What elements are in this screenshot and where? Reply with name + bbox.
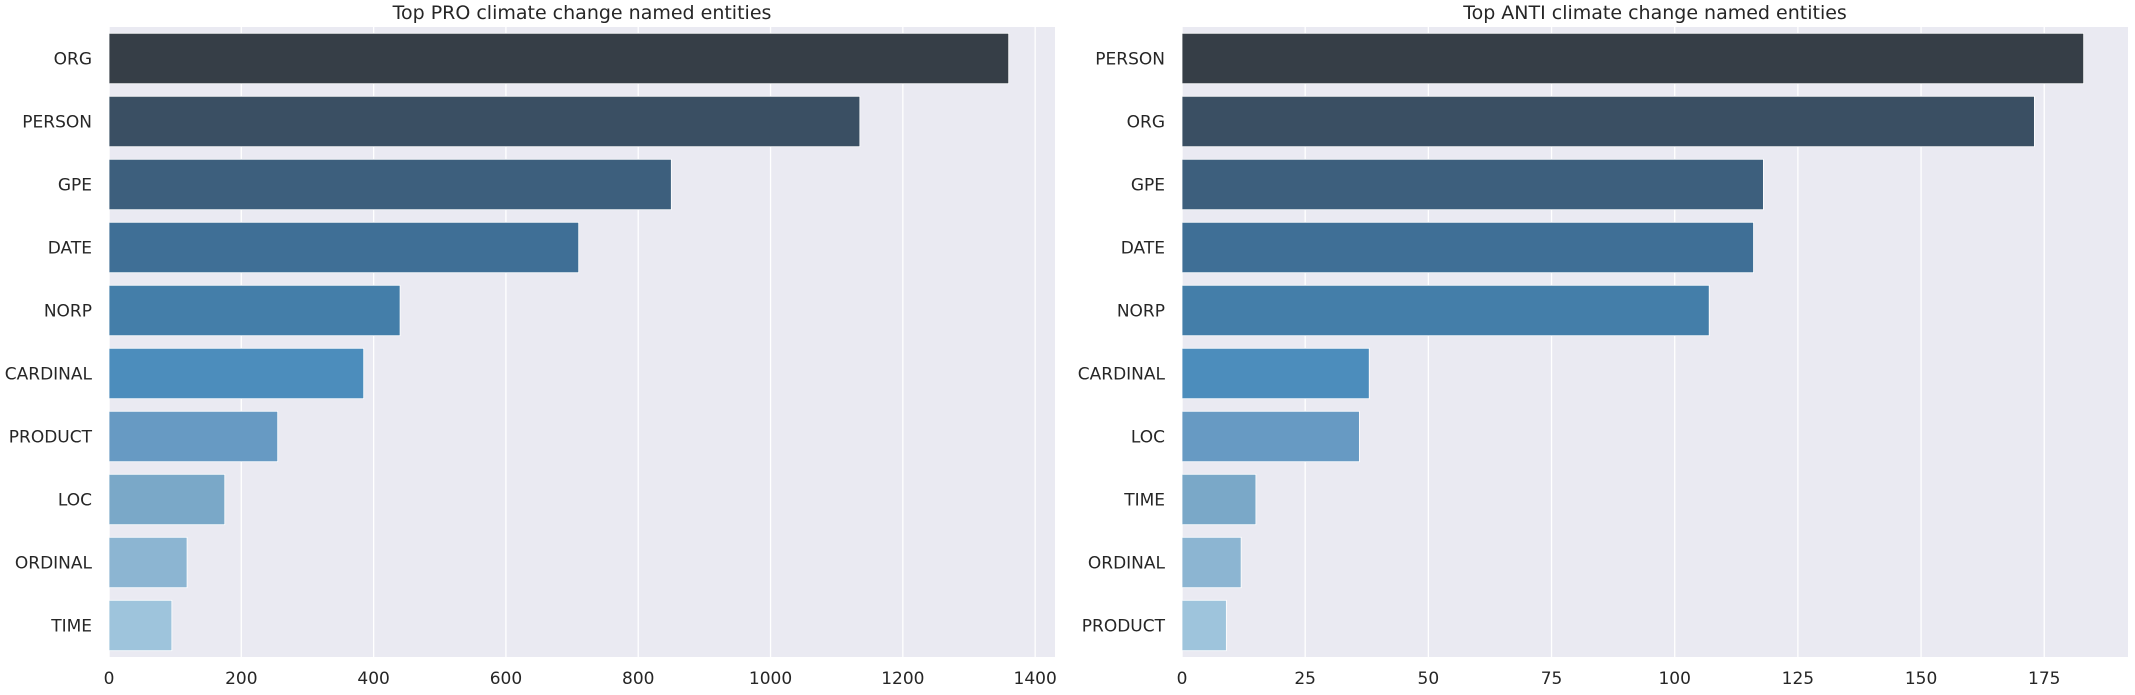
bar-gpe (1181, 158, 1764, 211)
bar-norp (1181, 284, 1710, 337)
y-tick-label: ORDINAL (15, 554, 93, 574)
x-tick-label: 25 (1294, 669, 1316, 689)
x-tick-label: 400 (357, 669, 389, 689)
bar-time (108, 599, 173, 652)
x-tick-label: 50 (1418, 669, 1440, 689)
y-tick-label: ORDINAL (1088, 554, 1166, 574)
bar-date (108, 221, 580, 274)
y-tick-label: DATE (48, 239, 92, 259)
chart-anti-entities: 0 25 50 75 100 125 150 175 PERSON ORG GPE DATE NORP C… (1078, 2, 2128, 689)
x-tick-label: 100 (1658, 669, 1690, 689)
bar-org (1181, 95, 2035, 148)
bar-person (108, 95, 861, 148)
bar-loc (1181, 410, 1360, 463)
x-tick-label: 200 (225, 669, 257, 689)
bar-gpe (108, 158, 672, 211)
y-tick-label: GPE (58, 176, 92, 196)
bar-date (1181, 221, 1754, 274)
y-tick-label: GPE (1131, 176, 1165, 196)
bar-org (108, 32, 1010, 85)
bar-cardinal (1181, 347, 1370, 400)
y-tick-label: LOC (58, 491, 92, 511)
x-tick-label: 0 (104, 669, 115, 689)
x-tick-label: 150 (1905, 669, 1937, 689)
y-tick-label: CARDINAL (1078, 365, 1166, 385)
bar-product (1181, 599, 1227, 652)
x-tick-label: 125 (1782, 669, 1814, 689)
y-tick-label: ORG (54, 50, 92, 70)
chart-title: Top PRO climate change named entities (392, 2, 772, 24)
x-tick-label: 1400 (1014, 669, 1057, 689)
y-tick-label: PRODUCT (9, 428, 93, 448)
bar-ordinal (108, 536, 188, 589)
y-tick-label: TIME (1123, 491, 1165, 511)
bar-person (1181, 32, 2085, 85)
bar-time (1181, 473, 1257, 526)
bar-loc (108, 473, 226, 526)
x-tick-label: 1200 (881, 669, 924, 689)
bar-ordinal (1181, 536, 1242, 589)
bar-cardinal (108, 347, 365, 400)
x-tick-label: 800 (622, 669, 654, 689)
x-tick-label: 600 (490, 669, 522, 689)
y-tick-label: DATE (1121, 239, 1165, 259)
x-tick-label: 1000 (749, 669, 792, 689)
bar-norp (108, 284, 401, 337)
chart-pro-entities: 0 200 400 600 800 1000 1200 1400 ORG PERSON GPE DAT… (5, 2, 1057, 689)
x-tick-label: 175 (2028, 669, 2060, 689)
y-tick-label: TIME (50, 617, 92, 637)
y-tick-label: NORP (1117, 302, 1165, 322)
y-tick-label: ORG (1127, 113, 1165, 133)
y-tick-label: LOC (1131, 428, 1165, 448)
y-tick-label: CARDINAL (5, 365, 93, 385)
y-tick-label: NORP (44, 302, 92, 322)
bar-product (108, 410, 279, 463)
x-tick-label: 75 (1541, 669, 1563, 689)
y-tick-label: PRODUCT (1082, 617, 1166, 637)
y-tick-label: PERSON (22, 113, 92, 133)
x-tick-label: 0 (1177, 669, 1188, 689)
y-tick-label: PERSON (1095, 50, 1165, 70)
chart-title: Top ANTI climate change named entities (1462, 2, 1847, 24)
